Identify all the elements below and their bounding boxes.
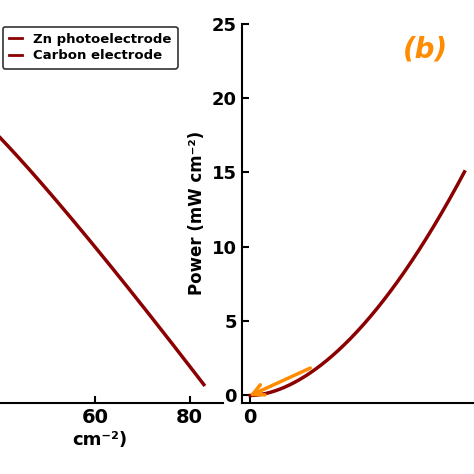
- Text: (b): (b): [403, 35, 448, 63]
- Y-axis label: Power (mW cm⁻²): Power (mW cm⁻²): [188, 131, 206, 295]
- Legend: Zn photoelectrode, Carbon electrode: Zn photoelectrode, Carbon electrode: [3, 27, 178, 69]
- X-axis label: cm⁻²): cm⁻²): [72, 431, 127, 449]
